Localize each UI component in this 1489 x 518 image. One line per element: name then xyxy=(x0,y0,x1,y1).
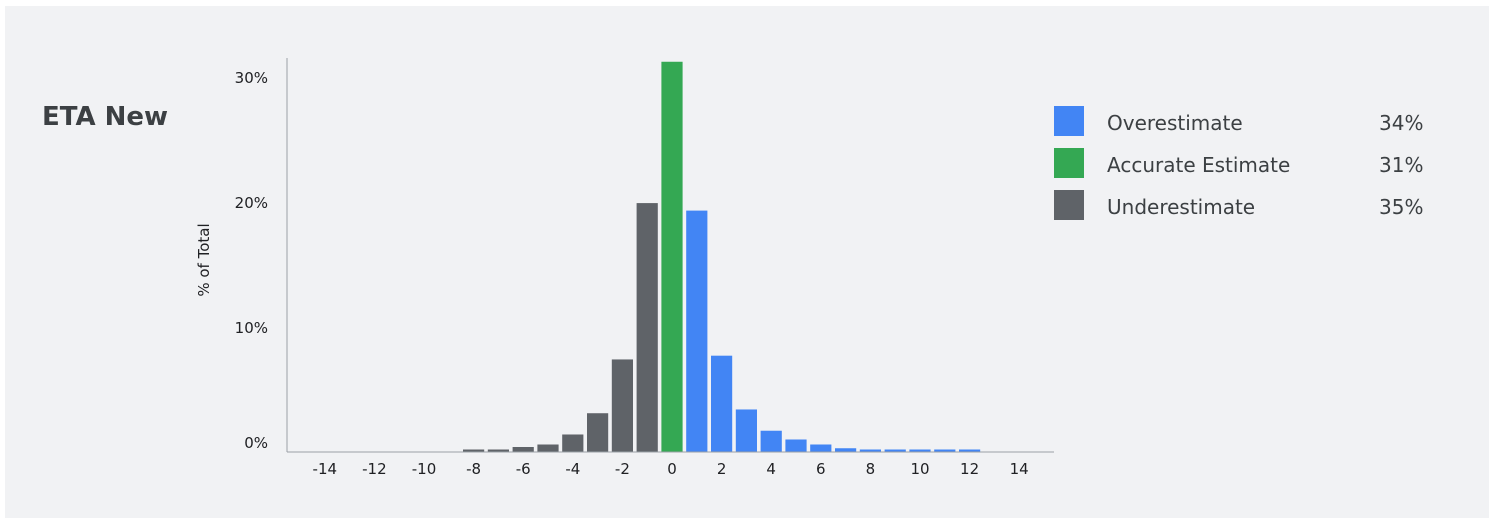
x-tick-label: 2 xyxy=(717,460,727,478)
bar-underestimate-x-3 xyxy=(587,413,609,452)
bar-underestimate-x-2 xyxy=(611,359,633,452)
y-tick-label: 20% xyxy=(235,194,268,212)
bar-overestimate-x2 xyxy=(711,355,733,452)
bar-underestimate-x-8 xyxy=(463,449,485,452)
legend-label: Accurate Estimate xyxy=(1107,153,1291,177)
bar-underestimate-x-6 xyxy=(512,446,534,452)
y-tick-label: 0% xyxy=(244,434,268,452)
bars-group xyxy=(463,61,981,452)
x-tick-label: 10 xyxy=(910,460,929,478)
bar-overestimate-x7 xyxy=(835,448,857,452)
bar-overestimate-x6 xyxy=(810,444,832,452)
y-tick-label: 10% xyxy=(235,319,268,337)
bar-underestimate-x-7 xyxy=(487,449,509,452)
bar-underestimate-x-1 xyxy=(636,203,658,452)
x-tick-label: -4 xyxy=(565,460,580,478)
x-tick-label: -10 xyxy=(412,460,437,478)
y-tick-label: 30% xyxy=(235,69,268,87)
legend-value: 35% xyxy=(1379,195,1424,219)
x-tick-label: 6 xyxy=(816,460,826,478)
bar-overestimate-x3 xyxy=(735,409,757,452)
legend-label: Overestimate xyxy=(1107,111,1243,135)
legend-value: 34% xyxy=(1379,111,1424,135)
bar-overestimate-x9 xyxy=(884,449,906,452)
bar-overestimate-x11 xyxy=(934,449,956,452)
legend-swatch-underestimate xyxy=(1054,190,1084,220)
x-tick-label: -6 xyxy=(516,460,531,478)
x-tick-label: -2 xyxy=(615,460,630,478)
legend-swatch-overestimate xyxy=(1054,106,1084,136)
x-tick-label: -14 xyxy=(313,460,338,478)
x-tick-label: 12 xyxy=(960,460,979,478)
bar-overestimate-x5 xyxy=(785,439,807,452)
bar-underestimate-x-5 xyxy=(537,444,559,452)
x-tick-label: 4 xyxy=(766,460,776,478)
x-tick-label: -12 xyxy=(362,460,387,478)
x-tick-label: 8 xyxy=(866,460,876,478)
bar-overestimate-x12 xyxy=(959,449,981,452)
bar-overestimate-x4 xyxy=(760,430,782,452)
bar-overestimate-x1 xyxy=(686,210,708,452)
legend-label: Underestimate xyxy=(1107,195,1256,219)
bar-underestimate-x-4 xyxy=(562,434,584,452)
x-tick-label: 0 xyxy=(667,460,677,478)
axes-group: 0% 10% 20% 30% -14 -12 -10 -8 -6 -4 -2 0 2 4 6 8 10 12 14 xyxy=(235,58,1054,478)
legend-swatch-accurate-estimate xyxy=(1054,148,1084,178)
legend-value: 31% xyxy=(1379,153,1424,177)
chart-title: ETA New xyxy=(42,102,169,132)
bar-accurate-estimate-x0 xyxy=(661,61,683,452)
bar-overestimate-x10 xyxy=(909,449,931,452)
bar-overestimate-x8 xyxy=(859,449,881,452)
x-tick-label: 14 xyxy=(1010,460,1029,478)
x-tick-label: -8 xyxy=(466,460,481,478)
y-axis-label: % of Total xyxy=(195,223,213,296)
